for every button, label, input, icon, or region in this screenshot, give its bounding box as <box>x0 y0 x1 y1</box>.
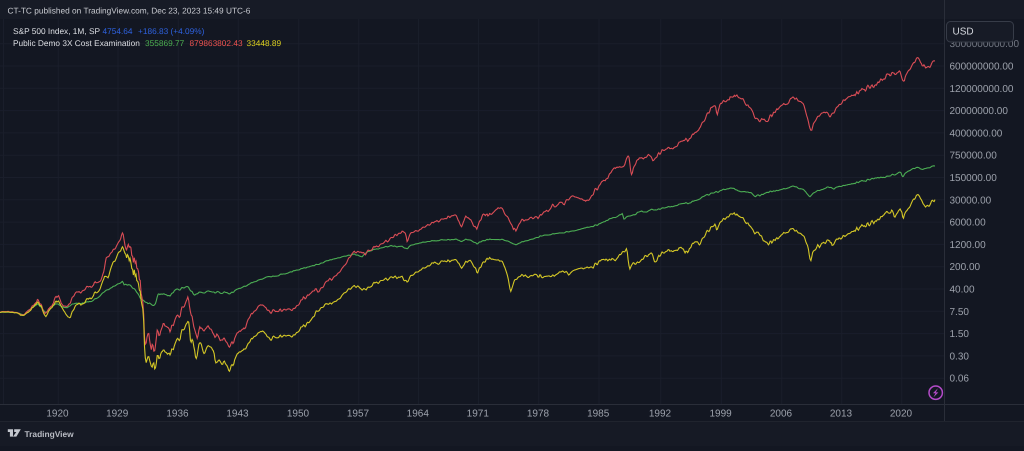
svg-text:3000000000.00: 3000000000.00 <box>950 39 1020 50</box>
svg-text:750000.00: 750000.00 <box>950 151 998 162</box>
svg-text:0.06: 0.06 <box>950 374 970 385</box>
svg-text:USD: USD <box>953 27 974 38</box>
svg-text:1936: 1936 <box>166 409 189 420</box>
svg-text:150000.00: 150000.00 <box>950 173 998 184</box>
svg-text:1.50: 1.50 <box>950 329 970 340</box>
svg-text:1950: 1950 <box>287 409 310 420</box>
svg-text:2020: 2020 <box>890 409 913 420</box>
svg-text:30000.00: 30000.00 <box>950 195 992 206</box>
svg-text:20000000.00: 20000000.00 <box>950 106 1009 117</box>
svg-text:600000000.00: 600000000.00 <box>950 62 1014 73</box>
svg-text:1957: 1957 <box>347 409 370 420</box>
svg-text:1985: 1985 <box>587 409 610 420</box>
svg-text:1978: 1978 <box>527 409 550 420</box>
svg-text:1200.00: 1200.00 <box>950 240 987 251</box>
svg-text:120000000.00: 120000000.00 <box>950 84 1014 95</box>
svg-text:1943: 1943 <box>226 409 249 420</box>
svg-text:1971: 1971 <box>467 409 490 420</box>
svg-text:1992: 1992 <box>649 409 672 420</box>
svg-text:CT-TC published on TradingView: CT-TC published on TradingView.com, Dec … <box>8 6 251 16</box>
svg-text:2006: 2006 <box>770 409 793 420</box>
svg-text:4000000.00: 4000000.00 <box>950 128 1003 139</box>
svg-text:1999: 1999 <box>709 409 732 420</box>
svg-text:1929: 1929 <box>106 409 129 420</box>
svg-text:40.00: 40.00 <box>950 285 975 296</box>
svg-text:2013: 2013 <box>830 409 853 420</box>
svg-text:Public Demo 3X Cost Examinatio: Public Demo 3X Cost Examination 355869.77… <box>13 38 281 48</box>
svg-text:7.50: 7.50 <box>950 307 970 318</box>
svg-text:0.30: 0.30 <box>950 351 970 362</box>
svg-text:TradingView: TradingView <box>25 429 75 439</box>
svg-text:1964: 1964 <box>407 409 430 420</box>
svg-text:6000.00: 6000.00 <box>950 218 987 229</box>
svg-text:1920: 1920 <box>46 409 69 420</box>
svg-text:200.00: 200.00 <box>950 262 981 273</box>
